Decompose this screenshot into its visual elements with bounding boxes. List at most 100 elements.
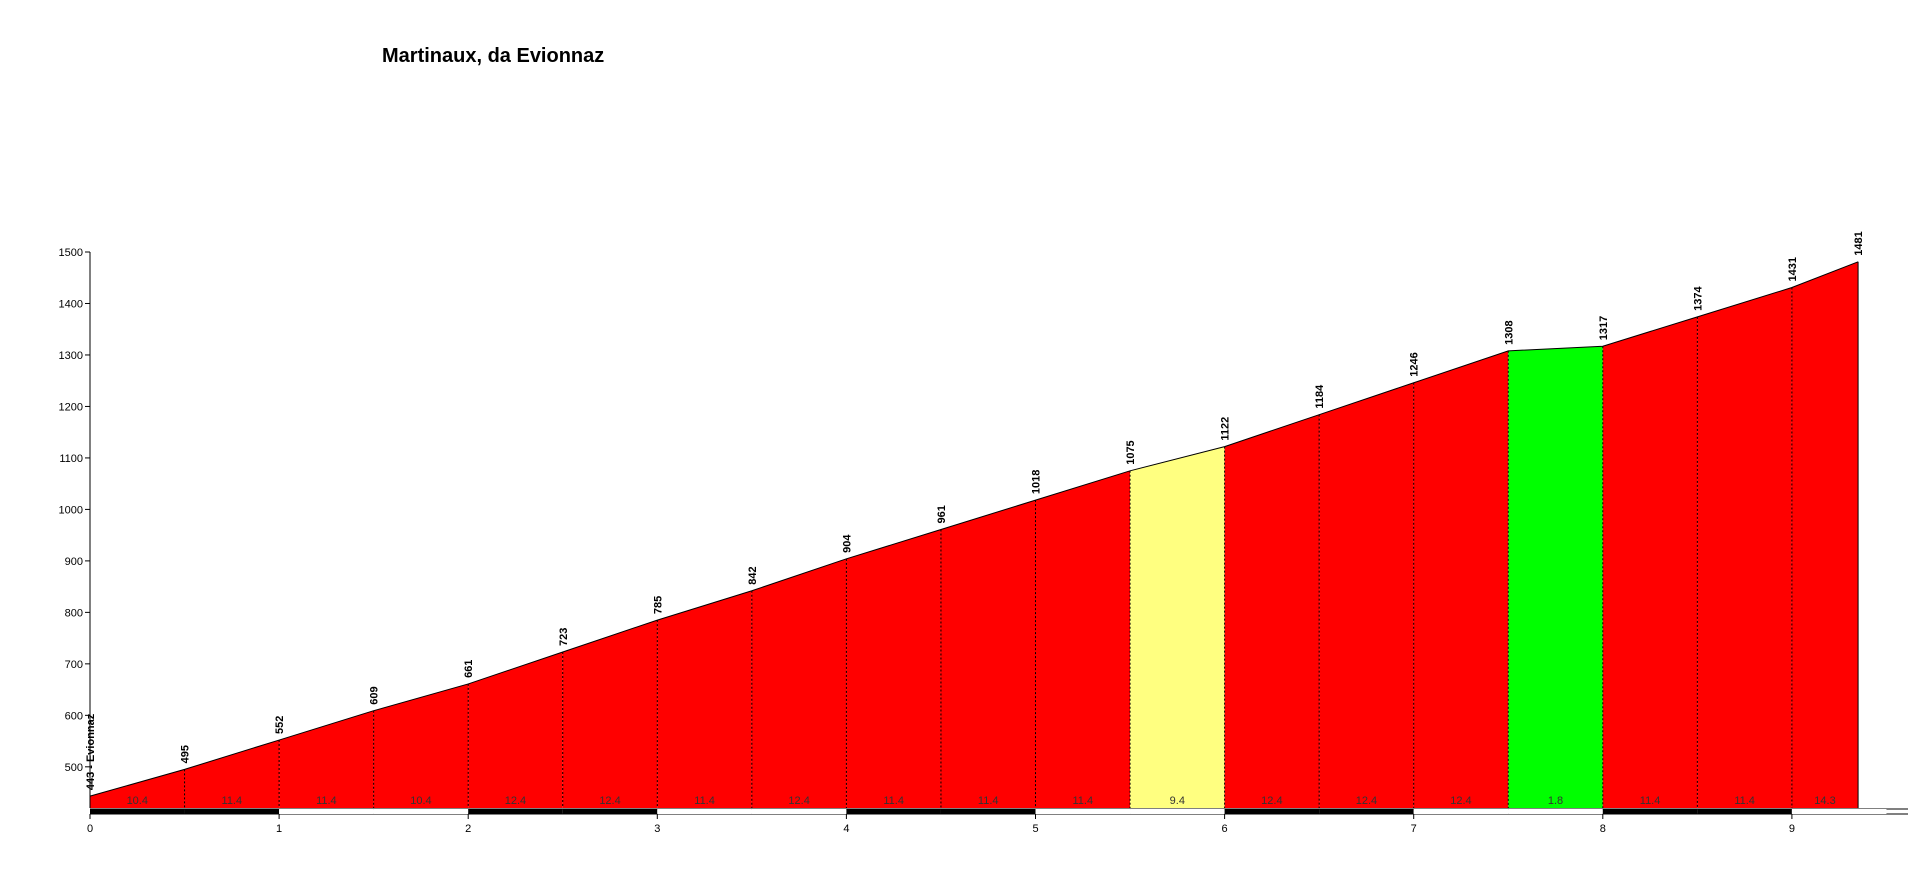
distance-band (751, 809, 847, 814)
profile-segment (90, 769, 185, 808)
profile-segment (1508, 346, 1603, 808)
gradient-label: 11.4 (1072, 795, 1093, 807)
profile-segment (657, 590, 752, 808)
distance-band (1035, 809, 1131, 814)
distance-band (1413, 809, 1509, 814)
y-axis: 500 600 700 800 900 1000 1100 1200 1300 1400 1500 (59, 247, 91, 808)
profile-segment (846, 529, 941, 808)
y-tick-label: 500 (65, 762, 83, 774)
elevation-label: 609 (369, 686, 381, 704)
elevation-label: 904 (841, 534, 853, 553)
gradient-label: 12.4 (505, 795, 526, 807)
gradient-label: 1.8 (1548, 795, 1563, 807)
profile-segment (1035, 470, 1131, 808)
distance-band (1130, 809, 1225, 814)
profile-segment (1602, 316, 1698, 808)
profile-outline (89, 261, 1859, 797)
x-tick-label: 7 (1411, 823, 1417, 835)
elevation-label: 1374 (1692, 286, 1704, 311)
profile-segment (562, 620, 658, 808)
elevation-label: 661 (463, 660, 475, 678)
gradient-label: 11.4 (978, 795, 999, 807)
elevation-labels: 443 - Evionnaz 495 552 609 661 723 785 842 904 96… (85, 231, 1865, 790)
distance-band (1791, 809, 1887, 814)
gradient-label: 11.4 (883, 795, 904, 807)
elevation-label: 443 - Evionnaz (85, 713, 97, 790)
gradient-label: 12.4 (1261, 795, 1282, 807)
distance-band (373, 809, 469, 814)
y-tick-label: 1400 (59, 298, 83, 310)
profile-segment (184, 740, 280, 808)
profile-segment (1319, 382, 1414, 808)
x-axis: 0 1 2 3 4 5 6 7 8 9 (87, 808, 1908, 835)
profile-segment (1791, 261, 1859, 808)
y-tick-label: 1300 (59, 350, 83, 362)
elevation-label: 1431 (1787, 257, 1799, 281)
distance-band (846, 809, 941, 814)
x-tick-label: 4 (843, 823, 849, 835)
distance-band (90, 809, 185, 814)
profile-segment (751, 558, 847, 808)
y-tick-label: 900 (65, 556, 83, 568)
elevation-label: 1018 (1031, 470, 1043, 494)
y-tick-label: 800 (65, 607, 83, 619)
elevation-label: 785 (652, 596, 664, 614)
x-tick-label: 5 (1032, 823, 1038, 835)
gradient-label: 14.3 (1814, 795, 1835, 807)
distance-band (1697, 809, 1792, 814)
profile-segment (1697, 287, 1792, 808)
profile-segment (1130, 446, 1225, 808)
profile-segment (940, 500, 1036, 808)
gradient-label: 11.4 (694, 795, 715, 807)
elevation-label: 1184 (1314, 384, 1326, 409)
gradient-label: 11.4 (222, 795, 243, 807)
profile-segments (89, 261, 1859, 808)
distance-band (1319, 809, 1414, 814)
x-tick-label: 6 (1222, 823, 1228, 835)
distance-band (562, 809, 658, 814)
elevation-label: 1317 (1598, 316, 1610, 340)
distance-band (184, 809, 280, 814)
distance-band (1602, 809, 1698, 814)
gradient-label: 10.4 (410, 795, 431, 807)
x-tick-label: 1 (276, 823, 282, 835)
elevation-label: 842 (747, 566, 759, 584)
y-tick-label: 1000 (59, 504, 83, 516)
distance-band (1224, 809, 1320, 814)
gradient-label: 10.4 (127, 795, 148, 807)
elevation-label: 1308 (1503, 320, 1515, 344)
elevation-label: 1481 (1853, 231, 1865, 255)
x-tick-label: 3 (654, 823, 660, 835)
gradient-label: 12.4 (1450, 795, 1471, 807)
elevation-label: 961 (936, 505, 948, 523)
x-tick-label: 0 (87, 823, 93, 835)
profile-segment (373, 683, 469, 808)
elevation-label: 552 (274, 716, 286, 734)
x-tick-label: 9 (1789, 823, 1795, 835)
elevation-label: 723 (558, 628, 570, 646)
y-tick-label: 1100 (59, 453, 83, 465)
distance-band (1508, 809, 1603, 814)
distance-band (279, 809, 374, 814)
gradient-label: 12.4 (599, 795, 620, 807)
x-tick-label: 2 (465, 823, 471, 835)
y-tick-label: 600 (65, 710, 83, 722)
gradient-label: 11.4 (316, 795, 337, 807)
gradient-label: 11.4 (1640, 795, 1661, 807)
elevation-label: 1122 (1220, 417, 1232, 441)
distance-band (657, 809, 752, 814)
y-tick-label: 1500 (59, 247, 83, 259)
y-tick-label: 700 (65, 659, 83, 671)
y-tick-label: 1200 (59, 401, 83, 413)
gradient-labels: 10.4 11.4 11.4 10.4 12.4 12.4 11.4 12.4 11.4 11.4… (127, 795, 1836, 807)
x-tick-label: 8 (1600, 823, 1606, 835)
elevation-label: 495 (180, 745, 192, 763)
gradient-label: 12.4 (1356, 795, 1377, 807)
gradient-label: 12.4 (788, 795, 809, 807)
distance-band (468, 809, 563, 814)
elevation-label: 1246 (1409, 352, 1421, 376)
distance-band (940, 809, 1036, 814)
gradient-label: 11.4 (1734, 795, 1755, 807)
profile-segment (1413, 350, 1509, 808)
